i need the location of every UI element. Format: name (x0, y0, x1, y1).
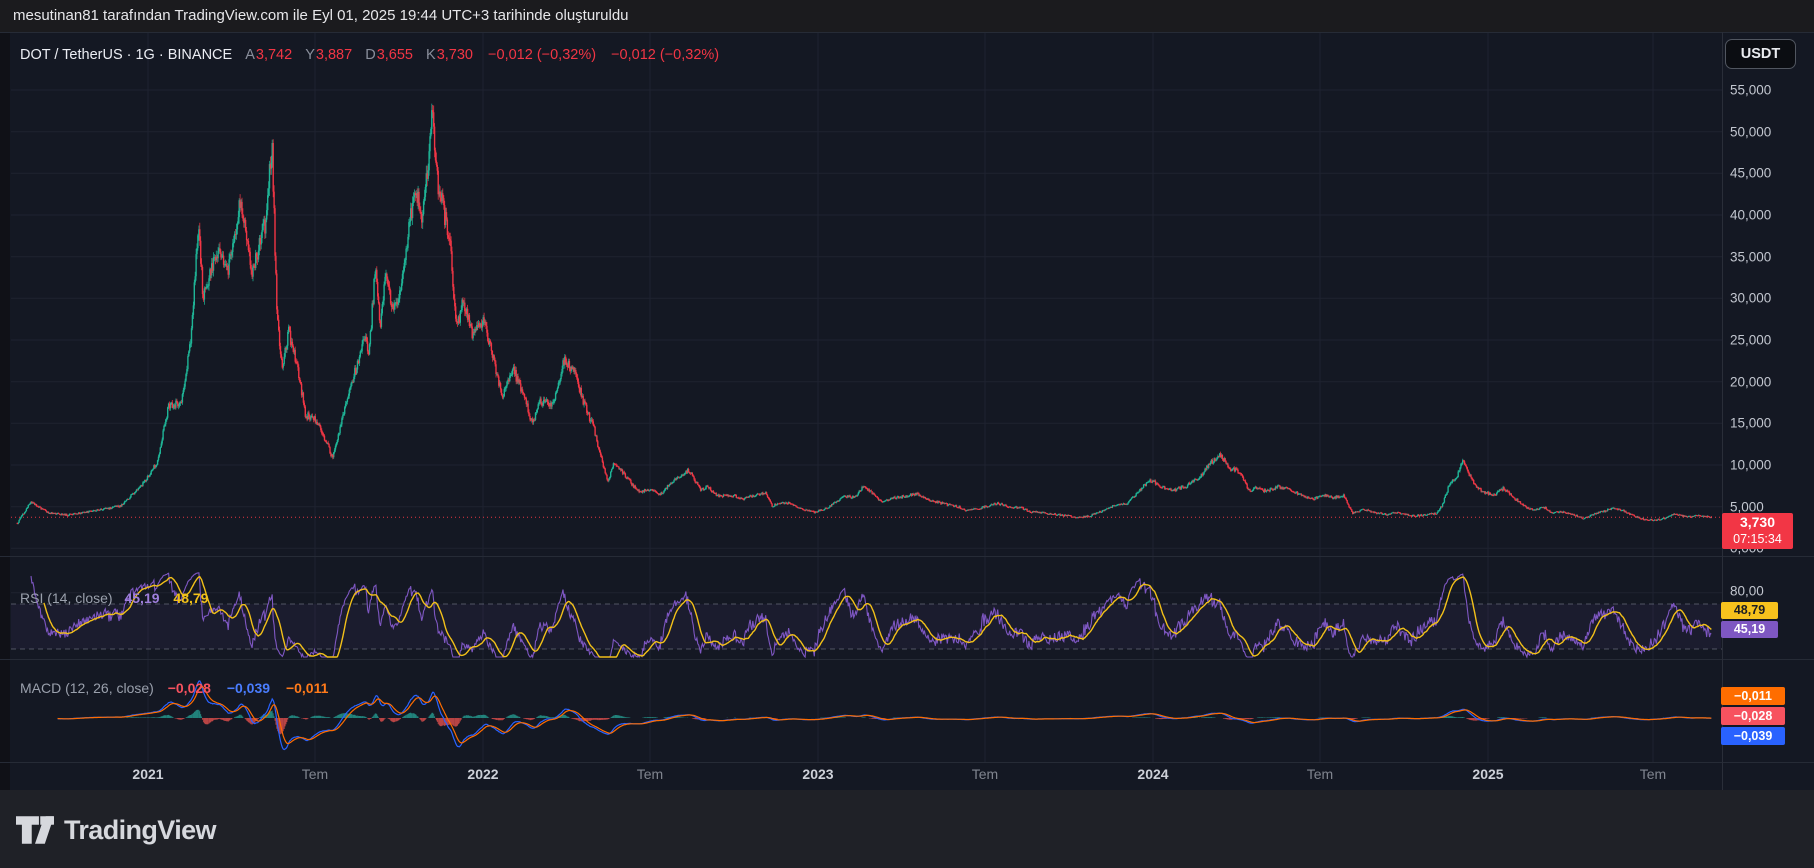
price-axis-tick[interactable]: 20,000 (1730, 374, 1772, 390)
time-axis-tick[interactable]: Tem (301, 766, 329, 782)
ohlc-open: A3,742 (245, 47, 293, 63)
attribution-text: mesutinan81 tarafından TradingView.com i… (13, 7, 629, 24)
rsi-line-value: 45,19 (124, 590, 160, 606)
currency-toggle-button[interactable]: USDT (1725, 39, 1796, 69)
time-axis-tick[interactable]: Tem (1639, 766, 1667, 782)
price-axis-tick[interactable]: 50,000 (1730, 124, 1772, 140)
macd-histogram-badge: −0,028 (1721, 707, 1785, 725)
macd-signal-value: −0,011 (285, 680, 329, 696)
tradingview-logo[interactable]: TradingView (16, 814, 217, 845)
bar-countdown: 07:15:34 (1733, 532, 1782, 546)
price-axis-tick[interactable]: 55,000 (1730, 82, 1772, 98)
symbol-title[interactable]: DOT / TetherUS · 1G · BINANCE (20, 47, 233, 63)
time-axis-tick[interactable]: 2024 (1137, 766, 1169, 782)
brand-name: TradingView (64, 814, 217, 845)
macd-signal-badge: −0,011 (1721, 687, 1785, 705)
price-axis-tick[interactable]: 30,000 (1730, 290, 1772, 306)
rsi-value-badge: 45,19 (1721, 621, 1778, 638)
macd-line-value: −0,039 (226, 680, 271, 696)
rsi-scale-label: 80,00 (1730, 583, 1764, 599)
macd-legend-title[interactable]: MACD (12, 26, close) (20, 680, 154, 696)
ohlc-low: D3,655 (365, 47, 413, 63)
rsi-legend: RSI (14, close) 45,19 48,79 (20, 590, 208, 606)
ohlc-close: K3,730 (426, 47, 473, 63)
macd-legend: MACD (12, 26, close) −0,028 −0,039 −0,01… (20, 680, 328, 696)
price-axis-tick[interactable]: 5,000 (1730, 499, 1764, 515)
time-axis-tick[interactable]: 2023 (802, 766, 834, 782)
time-axis-tick[interactable]: 2021 (132, 766, 164, 782)
macd-line-badge: −0,039 (1721, 727, 1785, 745)
time-axis-tick[interactable]: Tem (971, 766, 999, 782)
time-axis-tick[interactable]: 2022 (467, 766, 499, 782)
last-price-value: 3,730 (1739, 514, 1776, 530)
footer-bar: TradingView (0, 790, 1814, 868)
time-axis-tick[interactable]: Tem (636, 766, 664, 782)
symbol-legend: DOT / TetherUS · 1G · BINANCE A3,742 Y3,… (20, 47, 719, 65)
last-price-badge: 3,730 07:15:34 (1722, 513, 1793, 549)
price-axis-tick[interactable]: 25,000 (1730, 332, 1772, 348)
macd-histogram-value: −0,028 (167, 680, 211, 696)
ohlc-high: Y3,887 (305, 47, 353, 63)
price-axis-tick[interactable]: 45,000 (1730, 165, 1772, 181)
tradingview-logo-icon (16, 816, 54, 844)
attribution-bar: mesutinan81 tarafından TradingView.com i… (0, 0, 1814, 32)
rsi-ma-value: 48,79 (173, 590, 209, 606)
time-axis-tick[interactable]: 2025 (1472, 766, 1504, 782)
price-axis-tick[interactable]: 10,000 (1730, 457, 1772, 473)
price-axis-tick[interactable]: 40,000 (1730, 207, 1772, 223)
change-value: −0,012 (−0,32%) (488, 47, 597, 63)
time-axis-tick[interactable]: Tem (1306, 766, 1334, 782)
rsi-ma-badge: 48,79 (1721, 602, 1778, 619)
change-value-secondary: −0,012 (−0,32%) (611, 47, 720, 63)
price-axis-tick[interactable]: 15,000 (1730, 415, 1772, 431)
rsi-legend-title[interactable]: RSI (14, close) (20, 590, 113, 606)
price-axis-tick[interactable]: 35,000 (1730, 249, 1772, 265)
chart-background (10, 32, 1814, 790)
